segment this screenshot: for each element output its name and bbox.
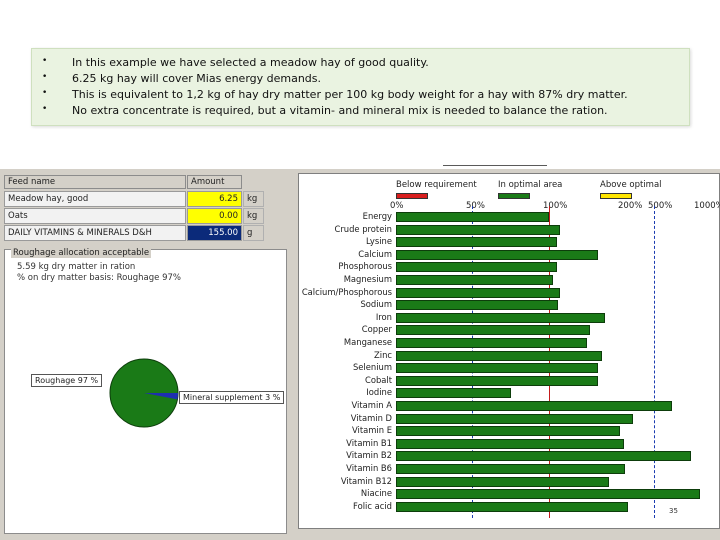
nutrient-label: Lysine bbox=[365, 236, 392, 247]
feed-row-amount[interactable]: 155.00 bbox=[187, 225, 242, 241]
nutrient-bar bbox=[396, 338, 587, 348]
nutrient-bar bbox=[396, 476, 609, 487]
legend-optimal-label: In optimal area bbox=[498, 180, 563, 190]
requirement-chart: Below requirement In optimal area Above … bbox=[298, 173, 720, 529]
nutrient-label: Calcium/Phosphorous bbox=[301, 286, 392, 297]
nutrient-label: Magnesium bbox=[343, 274, 392, 284]
roughage-callout: Roughage 97 % bbox=[31, 374, 103, 387]
axis-tick-label: 0% bbox=[390, 201, 404, 211]
pie-slice-mineral bbox=[144, 393, 179, 400]
nutrient-label: Vitamin B12 bbox=[340, 475, 392, 486]
nutrient-bar bbox=[396, 237, 557, 248]
feed-row-name[interactable]: Oats bbox=[4, 208, 186, 224]
nutrient-bar bbox=[396, 401, 673, 411]
range-guide-line bbox=[654, 206, 655, 518]
feed-row-unit: g bbox=[243, 225, 264, 241]
nutrient-label: Manganese bbox=[343, 337, 392, 347]
nutrient-label: Zinc bbox=[374, 349, 392, 360]
legend-above-label: Above optimal bbox=[600, 180, 662, 190]
nutrient-bar bbox=[396, 325, 591, 336]
nutrient-label: Calcium bbox=[358, 248, 392, 259]
nutrient-label: Vitamin B6 bbox=[346, 463, 392, 473]
nutrient-label: Selenium bbox=[352, 362, 392, 373]
nutrient-bar bbox=[396, 464, 625, 474]
legend-below-swatch bbox=[396, 193, 428, 199]
legend-above-swatch bbox=[600, 193, 632, 199]
amount-header[interactable]: Amount bbox=[187, 175, 242, 189]
nutrient-bar bbox=[396, 275, 553, 285]
nutrient-bar bbox=[396, 426, 621, 437]
roughage-panel: Roughage allocation acceptable 5.59 kg d… bbox=[4, 248, 287, 534]
ration-app: Feed name Amount Meadow hay, good 6.25 k… bbox=[0, 169, 720, 540]
nutrient-bar bbox=[396, 350, 602, 361]
nutrient-label: Niacine bbox=[360, 488, 392, 499]
nutrient-bar bbox=[396, 375, 598, 386]
nutrient-label: Iodine bbox=[366, 387, 392, 398]
axis-tick-label: 200% bbox=[618, 201, 643, 211]
feed-row-amount[interactable]: 6.25 bbox=[187, 191, 242, 207]
nutrient-bar bbox=[396, 300, 558, 311]
nutrient-bar bbox=[396, 363, 598, 374]
range-guide-line bbox=[472, 206, 473, 518]
nutrient-bar bbox=[396, 438, 624, 449]
nutrient-bar bbox=[396, 388, 511, 399]
roughage-pie-chart bbox=[109, 358, 179, 428]
nutrient-bar bbox=[396, 224, 561, 235]
nutrient-label: Vitamin B2 bbox=[346, 450, 392, 461]
roughage-title: Roughage allocation acceptable bbox=[11, 248, 152, 258]
legend-optimal-swatch bbox=[498, 193, 530, 199]
feed-name-header[interactable]: Feed name bbox=[4, 175, 186, 189]
nutrient-label: Vitamin B1 bbox=[346, 437, 392, 448]
nutrient-label: Iron bbox=[375, 311, 392, 322]
nutrient-bar bbox=[396, 451, 691, 462]
feed-row-name[interactable]: Meadow hay, good bbox=[4, 191, 186, 207]
nutrient-label: Phosphorous bbox=[338, 261, 392, 272]
divider bbox=[443, 165, 547, 166]
feed-row-amount[interactable]: 0.00 bbox=[187, 208, 242, 224]
nutrient-bar bbox=[396, 501, 628, 512]
nutrient-bar bbox=[396, 287, 561, 298]
feed-row-unit: kg bbox=[243, 208, 264, 224]
feed-row-name[interactable]: DAILY VITAMINS & MINERALS D&H bbox=[4, 225, 186, 241]
nutrient-label: Folic acid bbox=[353, 500, 392, 511]
axis-tick-label: 100% bbox=[543, 201, 568, 211]
nutrient-bar bbox=[396, 413, 633, 424]
nutrient-bar bbox=[396, 249, 598, 260]
nutrient-label: Sodium bbox=[360, 299, 392, 310]
nutrient-label: Energy bbox=[362, 211, 392, 221]
axis-tick-label: 1000% bbox=[694, 201, 720, 211]
nutrient-label: Crude protein bbox=[334, 223, 392, 234]
legend-below-label: Below requirement bbox=[396, 180, 477, 190]
page-number: 35 bbox=[669, 507, 678, 515]
nutrient-bar bbox=[396, 212, 549, 222]
nutrient-label: Cobalt bbox=[364, 374, 392, 385]
nutrient-label: Copper bbox=[361, 324, 392, 335]
mineral-callout: Mineral supplement 3 % bbox=[179, 391, 285, 404]
notes-box: • In this example we have selected a mead… bbox=[31, 48, 690, 126]
left-column: Feed name Amount Meadow hay, good 6.25 k… bbox=[0, 169, 292, 540]
nutrient-bar bbox=[396, 262, 557, 273]
nutrient-bar bbox=[396, 489, 700, 500]
feed-row-unit: kg bbox=[243, 191, 264, 207]
nutrient-bar bbox=[396, 312, 606, 323]
dry-matter-info: 5.59 kg dry matter in ration bbox=[17, 262, 136, 272]
axis-tick-label: 50% bbox=[466, 201, 485, 211]
nutrient-label: Vitamin A bbox=[351, 400, 392, 410]
axis-tick-label: 500% bbox=[648, 201, 673, 211]
nutrient-label: Vitamin D bbox=[350, 412, 392, 423]
requirement-line bbox=[549, 206, 550, 518]
nutrient-label: Vitamin E bbox=[351, 425, 392, 436]
roughage-percent-info: % on dry matter basis: Roughage 97% bbox=[17, 273, 181, 283]
